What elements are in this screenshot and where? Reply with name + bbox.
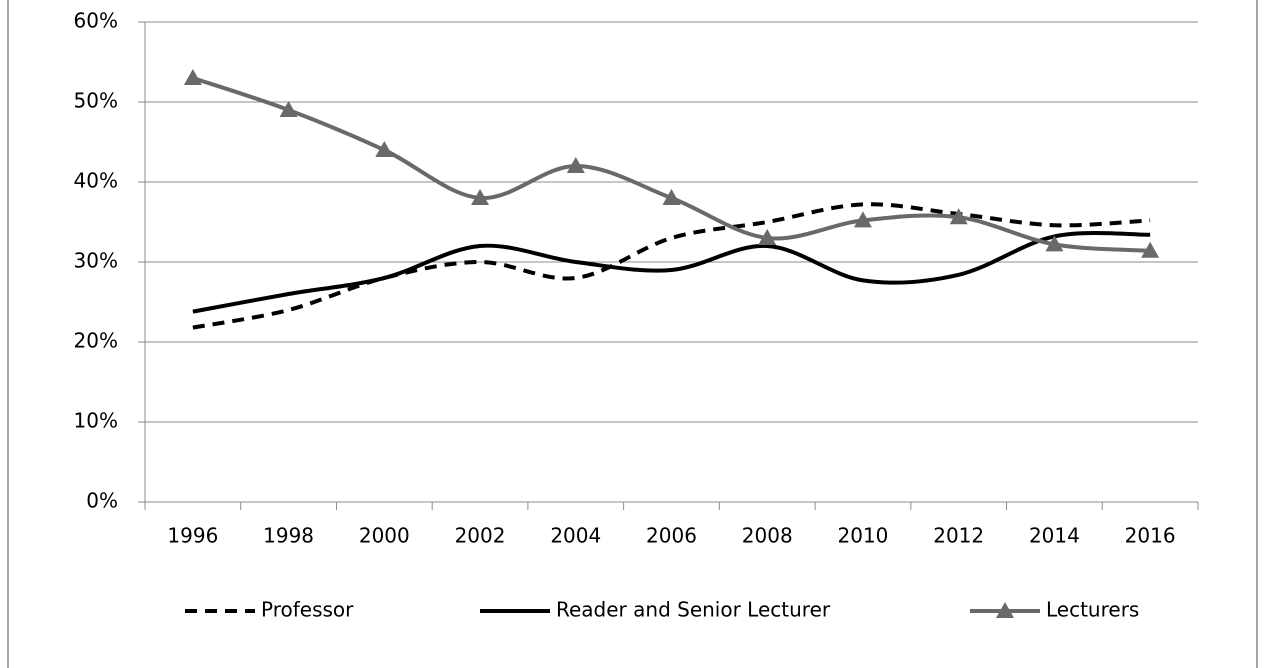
x-tick-label: 2008 (742, 524, 793, 548)
x-tick-label: 1996 (167, 524, 218, 548)
x-tick-label: 2014 (1029, 524, 1080, 548)
x-tick-label: 2012 (933, 524, 984, 548)
x-tick-label: 1998 (263, 524, 314, 548)
legend-label: Professor (261, 598, 354, 622)
legend-marker (996, 602, 1014, 618)
chart-border (7, 0, 1258, 668)
legend-label: Lecturers (1046, 598, 1139, 622)
marker (1045, 235, 1064, 252)
y-tick-label: 10% (74, 409, 118, 433)
marker (853, 211, 872, 228)
series-line (192, 231, 1151, 314)
marker (279, 101, 298, 117)
x-tick-label: 2006 (646, 524, 697, 548)
y-tick-label: 50% (74, 89, 118, 113)
x-tick-label: 2016 (1125, 524, 1176, 548)
y-tick-label: 0% (86, 489, 118, 513)
x-tick-label: 2002 (455, 524, 506, 548)
y-tick-label: 30% (74, 249, 118, 273)
marker (949, 208, 968, 225)
marker (471, 189, 490, 205)
legend-label: Reader and Senior Lecturer (556, 598, 831, 622)
x-tick-label: 2004 (550, 524, 601, 548)
x-tick-label: 2000 (359, 524, 410, 548)
y-tick-label: 60% (74, 9, 118, 33)
marker (758, 229, 777, 245)
y-tick-label: 20% (74, 329, 118, 353)
marker (662, 189, 681, 205)
marker (566, 157, 585, 173)
series-line (192, 202, 1151, 330)
marker (1141, 241, 1160, 258)
y-tick-label: 40% (74, 169, 118, 193)
series-line (192, 76, 1151, 253)
marker (183, 69, 202, 85)
x-tick-label: 2010 (838, 524, 889, 548)
marker (375, 141, 394, 157)
